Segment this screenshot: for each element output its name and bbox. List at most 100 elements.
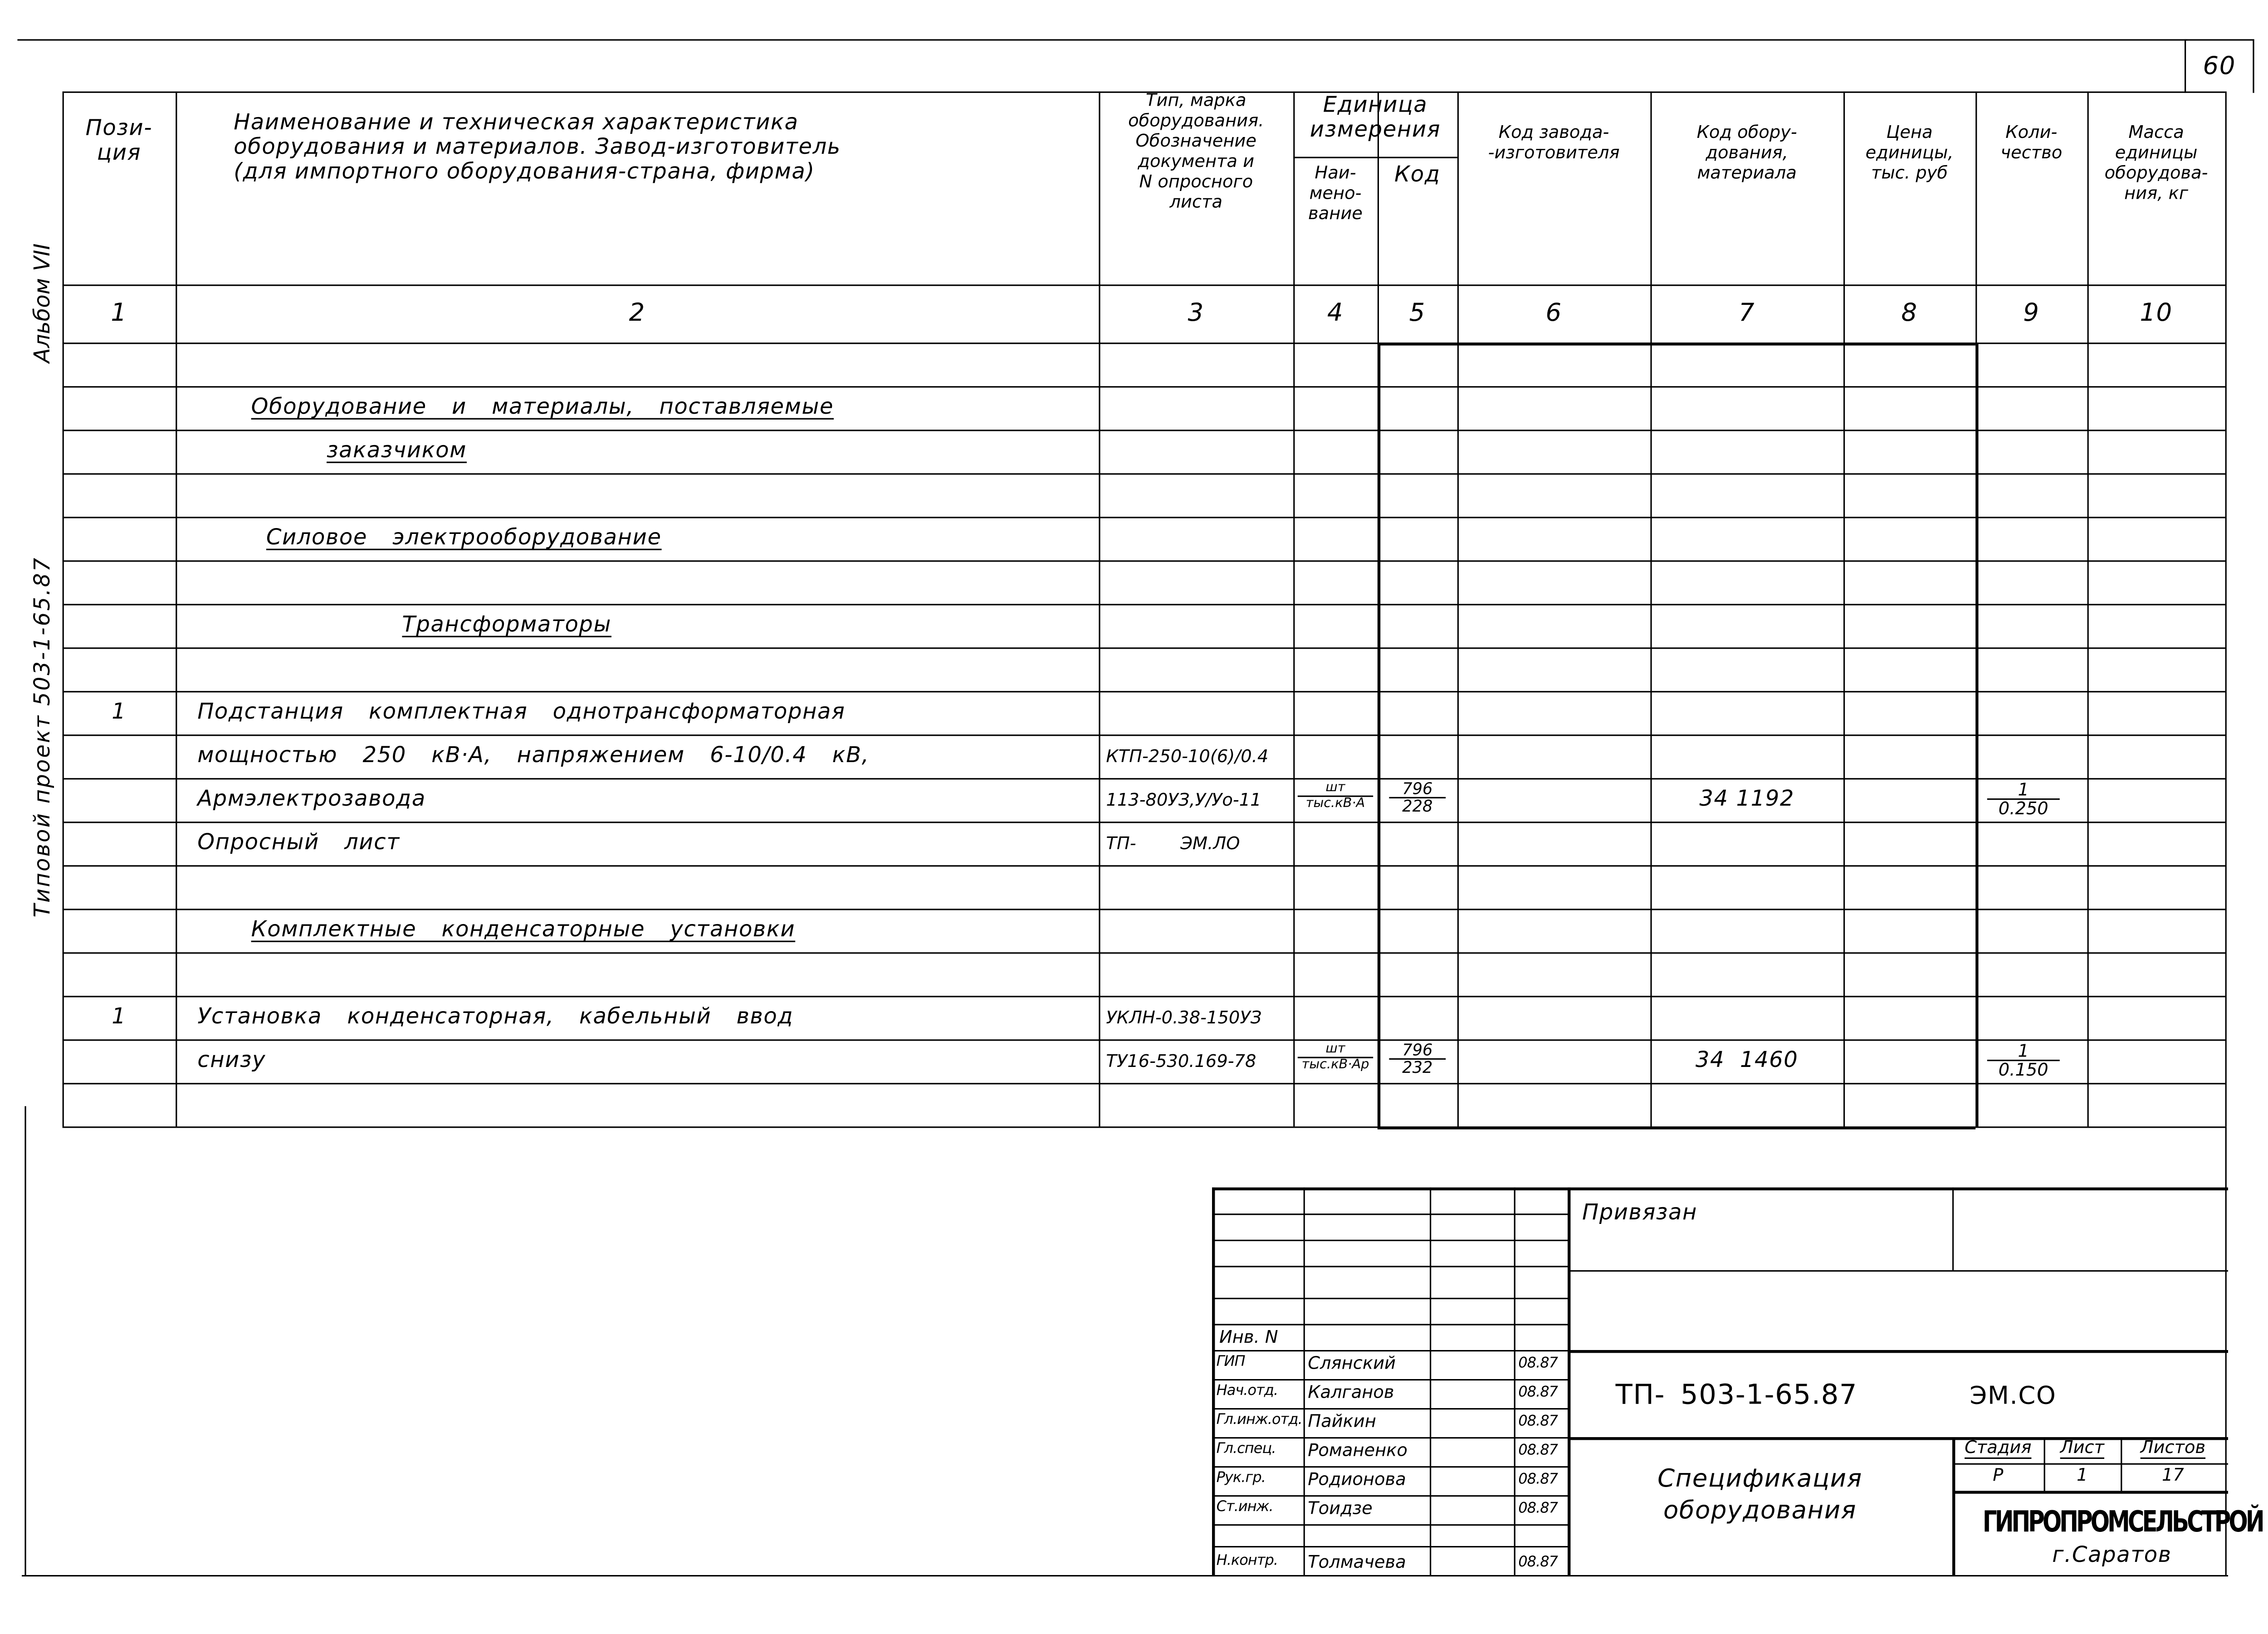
name-cell: заказчиком xyxy=(327,437,467,463)
signature-row: Н.контр. Толмачева 08.87 xyxy=(1212,1551,1568,1577)
name-cell: Силовое электрооборудование xyxy=(266,524,662,550)
column-header: Масса единицы оборудова-ния, кг xyxy=(2104,122,2208,203)
signer-name: Калганов xyxy=(1308,1382,1394,1403)
unit-name-alt: тыс.кВ·А xyxy=(1305,797,1365,812)
row-line xyxy=(62,952,2225,954)
column-line xyxy=(176,91,177,1127)
position-cell: 1 xyxy=(112,1003,127,1029)
column-line xyxy=(1377,342,1381,1127)
table-row xyxy=(0,473,2268,517)
row-line xyxy=(62,1126,2225,1128)
sign-date: 08.87 xyxy=(1518,1355,1558,1372)
column-line xyxy=(1457,91,1459,1127)
tb-line xyxy=(1568,1270,2228,1272)
column-header: Коли-чество xyxy=(2000,122,2063,163)
quantity: 1 xyxy=(1987,1042,2060,1062)
top-border xyxy=(17,39,2188,41)
column-header: Единица измерения xyxy=(1310,91,1441,142)
sign-date: 08.87 xyxy=(1518,1443,1558,1459)
unit-code-fraction: 796 232 xyxy=(1389,1042,1446,1076)
signature-row: Нач.отд. Калганов 08.87 xyxy=(1212,1380,1568,1407)
sign-row-line xyxy=(1212,1239,1568,1241)
type-cell: ТП- ЭМ.ЛО xyxy=(1106,833,1240,854)
unit-code-alt: 228 xyxy=(1402,797,1433,816)
name-cell: Опросный лист xyxy=(197,829,400,855)
column-number: 8 xyxy=(1901,299,1918,328)
signer-name: Толмачева xyxy=(1308,1551,1406,1572)
column-header: Пози-ция xyxy=(85,114,153,166)
unit-code-alt: 232 xyxy=(1402,1058,1433,1077)
row-line xyxy=(62,1083,2225,1085)
role: Рук.гр. xyxy=(1216,1470,1266,1487)
column-line xyxy=(1293,91,1295,1127)
row-line xyxy=(62,865,2225,867)
table-row xyxy=(0,1083,2268,1126)
role: ГИП xyxy=(1216,1354,1246,1370)
row-line xyxy=(62,647,2225,649)
sign-row-line xyxy=(1212,1437,1568,1439)
column-line xyxy=(1650,91,1652,1127)
unit-code-fraction: 796 228 xyxy=(1389,781,1446,816)
unit-split xyxy=(1293,157,1457,158)
row-line xyxy=(62,517,2225,519)
signature-row: Рук.гр. Родионова 08.87 xyxy=(1212,1468,1568,1494)
table-row: 1 Подстанция комплектная однотрансформато… xyxy=(0,691,2268,734)
bound-label: Привязан xyxy=(1582,1199,1698,1225)
row-line xyxy=(62,386,2225,388)
inv-label: Инв. N xyxy=(1219,1326,1278,1347)
role: Нач.отд. xyxy=(1216,1383,1279,1399)
equipment-code-cell: 34 1192 xyxy=(1699,785,1795,812)
column-line xyxy=(2225,91,2227,1127)
unit-name-alt: тыс.кВ·Ар xyxy=(1301,1058,1369,1073)
signer-name: Слянский xyxy=(1308,1353,1396,1374)
row-line xyxy=(62,473,2225,475)
stage-label: Стадия xyxy=(1965,1437,2032,1458)
column-number: 4 xyxy=(1327,299,1344,328)
sign-row-line xyxy=(1212,1213,1568,1215)
column-line xyxy=(1975,342,1979,1127)
signature-row: Гл.спец. Романенко 08.87 xyxy=(1212,1438,1568,1465)
signer-name: Родионова xyxy=(1308,1469,1406,1490)
tb-split xyxy=(1568,1187,1571,1575)
organization: ГИПРОПРОМСЕЛЬСТРОЙ xyxy=(1982,1504,2265,1539)
table-row xyxy=(0,952,2268,996)
stage-line xyxy=(1952,1491,2228,1494)
row-line xyxy=(62,1039,2225,1041)
name-cell: мощностью 250 кВ·А, напряжением 6-10/0.4… xyxy=(197,742,870,768)
quantity-fraction: 1 0.150 xyxy=(1987,1042,2060,1079)
column-number: 5 xyxy=(1409,299,1426,328)
sign-row-line xyxy=(1212,1297,1568,1299)
margin-strip xyxy=(24,1106,26,1575)
column-line xyxy=(2087,91,2089,1127)
table-row: 1 Установка конденсаторная, кабельный вво… xyxy=(0,996,2268,1039)
row-line xyxy=(62,560,2225,562)
sign-date: 08.87 xyxy=(1518,1384,1558,1401)
type-cell: КТП-250-10(6)/0.4 xyxy=(1106,746,1269,767)
numbers-bottom xyxy=(62,342,2225,344)
quantity-alt: 0.150 xyxy=(1998,1060,2048,1080)
sign-row-line xyxy=(1212,1266,1568,1267)
column-line xyxy=(1843,91,1845,1127)
sheets-value: 17 xyxy=(2161,1464,2184,1485)
role: Гл.спец. xyxy=(1216,1441,1276,1458)
column-header: Код xyxy=(1394,161,1441,187)
sign-date: 08.87 xyxy=(1518,1414,1558,1430)
table-row: Силовое электрооборудование xyxy=(0,517,2268,560)
name-cell: Армэлектрозавода xyxy=(197,785,426,812)
header-top xyxy=(62,91,2225,93)
column-header: Тип, марка оборудования. Обозначение докуме… xyxy=(1128,90,1264,212)
name-cell: Трансформаторы xyxy=(402,611,611,637)
table-row: Опросный лист ТП- ЭМ.ЛО xyxy=(0,822,2268,865)
table-row xyxy=(0,560,2268,604)
sign-date: 08.87 xyxy=(1518,1472,1558,1488)
quantity-fraction: 1 0.250 xyxy=(1987,781,2060,817)
bound-split xyxy=(1952,1187,1954,1270)
designation-suffix: ЭМ.СО xyxy=(1970,1382,2057,1411)
position-cell: 1 xyxy=(112,698,127,724)
row-line xyxy=(62,604,2225,606)
signature-row: ГИП Слянский 08.87 xyxy=(1212,1351,1568,1378)
thick-bottom xyxy=(1377,1126,1976,1130)
sheet-number: 60 xyxy=(2203,52,2236,82)
sign-row-line xyxy=(1212,1379,1568,1381)
